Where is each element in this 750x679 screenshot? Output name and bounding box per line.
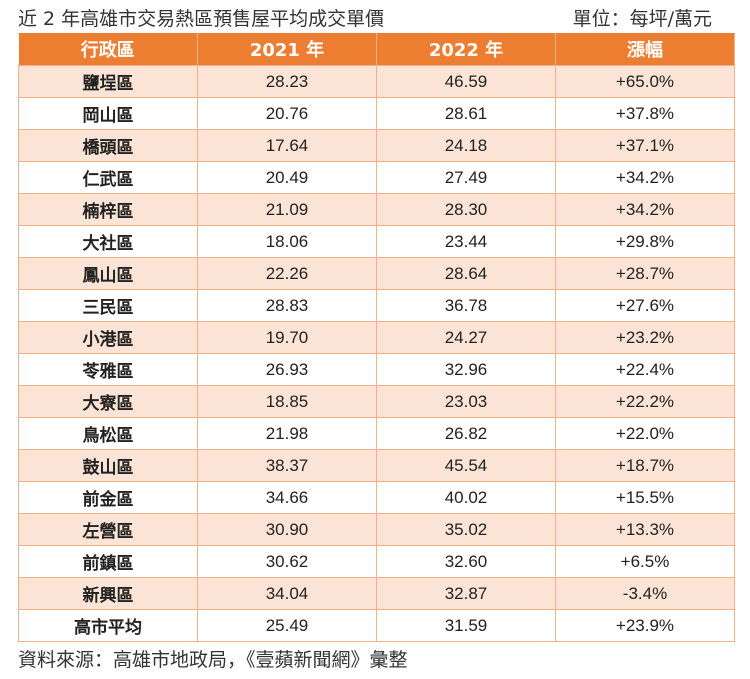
- cell-value-2022: 46.59: [376, 65, 556, 98]
- cell-district: 左營區: [18, 513, 198, 546]
- price-table: 行政區 2021 年 2022 年 漲幅 鹽埕區 28.23 46.59 +65.0%…: [18, 33, 735, 642]
- cell-value-2021: 22.26: [197, 257, 377, 290]
- source-note: 資料來源：高雄市地政局，《壹蘋新聞網》彙整: [18, 649, 408, 671]
- cell-change: +37.8%: [555, 97, 735, 130]
- cell-change: +22.0%: [555, 417, 735, 450]
- table-row: 苓雅區 26.93 32.96 +22.4%: [18, 353, 735, 386]
- cell-district: 前鎮區: [18, 545, 198, 578]
- header-row: 行政區 2021 年 2022 年 漲幅: [18, 33, 735, 66]
- cell-change: +34.2%: [555, 161, 735, 194]
- table-title: 近 2 年高雄市交易熱區預售屋平均成交單價: [18, 8, 385, 30]
- cell-value-2022: 24.18: [376, 129, 556, 162]
- table-row: 仁武區 20.49 27.49 +34.2%: [18, 161, 735, 194]
- cell-value-2022: 35.02: [376, 513, 556, 546]
- cell-value-2021: 20.49: [197, 161, 377, 194]
- cell-value-2021: 21.98: [197, 417, 377, 450]
- cell-value-2021: 34.04: [197, 577, 377, 610]
- table-row: 前鎮區 30.62 32.60 +6.5%: [18, 545, 735, 578]
- cell-change: +18.7%: [555, 449, 735, 482]
- cell-value-2021: 18.85: [197, 385, 377, 418]
- table-row: 鼓山區 38.37 45.54 +18.7%: [18, 449, 735, 482]
- cell-value-2022: 45.54: [376, 449, 556, 482]
- table-row: 新興區 34.04 32.87 -3.4%: [18, 577, 735, 610]
- table-row: 鹽埕區 28.23 46.59 +65.0%: [18, 65, 735, 98]
- cell-value-2022: 32.96: [376, 353, 556, 386]
- table-row: 小港區 19.70 24.27 +23.2%: [18, 321, 735, 354]
- cell-change: +34.2%: [555, 193, 735, 226]
- cell-change: -3.4%: [555, 577, 735, 610]
- cell-district: 鼓山區: [18, 449, 198, 482]
- header-2022: 2022 年: [376, 33, 556, 66]
- cell-value-2022: 32.87: [376, 577, 556, 610]
- table-row: 左營區 30.90 35.02 +13.3%: [18, 513, 735, 546]
- cell-value-2021: 25.49: [197, 609, 377, 642]
- cell-value-2022: 40.02: [376, 481, 556, 514]
- cell-value-2021: 21.09: [197, 193, 377, 226]
- cell-district: 鳳山區: [18, 257, 198, 290]
- cell-district: 楠梓區: [18, 193, 198, 226]
- table-row: 前金區 34.66 40.02 +15.5%: [18, 481, 735, 514]
- table-row: 大寮區 18.85 23.03 +22.2%: [18, 385, 735, 418]
- cell-value-2021: 38.37: [197, 449, 377, 482]
- cell-value-2021: 30.62: [197, 545, 377, 578]
- cell-district: 苓雅區: [18, 353, 198, 386]
- table-row: 大社區 18.06 23.44 +29.8%: [18, 225, 735, 258]
- cell-value-2022: 26.82: [376, 417, 556, 450]
- header-district: 行政區: [18, 33, 198, 66]
- cell-district: 仁武區: [18, 161, 198, 194]
- cell-district: 小港區: [18, 321, 198, 354]
- cell-value-2021: 28.23: [197, 65, 377, 98]
- cell-change: +13.3%: [555, 513, 735, 546]
- table-row: 鳳山區 22.26 28.64 +28.7%: [18, 257, 735, 290]
- cell-district: 新興區: [18, 577, 198, 610]
- table-row: 三民區 28.83 36.78 +27.6%: [18, 289, 735, 322]
- cell-value-2021: 20.76: [197, 97, 377, 130]
- cell-change: +23.2%: [555, 321, 735, 354]
- cell-district: 三民區: [18, 289, 198, 322]
- cell-change: +15.5%: [555, 481, 735, 514]
- cell-district: 高市平均: [18, 609, 198, 642]
- table-row: 鳥松區 21.98 26.82 +22.0%: [18, 417, 735, 450]
- cell-change: +29.8%: [555, 225, 735, 258]
- table-row: 岡山區 20.76 28.61 +37.8%: [18, 97, 735, 130]
- cell-value-2022: 23.44: [376, 225, 556, 258]
- cell-value-2021: 17.64: [197, 129, 377, 162]
- cell-district: 鹽埕區: [18, 65, 198, 98]
- cell-value-2021: 26.93: [197, 353, 377, 386]
- cell-change: +27.6%: [555, 289, 735, 322]
- cell-district: 大社區: [18, 225, 198, 258]
- table-row: 橋頭區 17.64 24.18 +37.1%: [18, 129, 735, 162]
- cell-value-2022: 36.78: [376, 289, 556, 322]
- cell-change: +65.0%: [555, 65, 735, 98]
- cell-value-2022: 31.59: [376, 609, 556, 642]
- cell-value-2021: 34.66: [197, 481, 377, 514]
- cell-value-2022: 27.49: [376, 161, 556, 194]
- cell-district: 鳥松區: [18, 417, 198, 450]
- cell-value-2022: 28.64: [376, 257, 556, 290]
- table-row: 高市平均 25.49 31.59 +23.9%: [18, 609, 735, 642]
- cell-value-2021: 30.90: [197, 513, 377, 546]
- cell-change: +6.5%: [555, 545, 735, 578]
- cell-change: +23.9%: [555, 609, 735, 642]
- unit-label: 單位：每坪/萬元: [572, 8, 712, 30]
- cell-value-2022: 32.60: [376, 545, 556, 578]
- cell-district: 前金區: [18, 481, 198, 514]
- cell-value-2021: 28.83: [197, 289, 377, 322]
- cell-change: +22.2%: [555, 385, 735, 418]
- table-row: 楠梓區 21.09 28.30 +34.2%: [18, 193, 735, 226]
- header-2021: 2021 年: [197, 33, 377, 66]
- cell-district: 橋頭區: [18, 129, 198, 162]
- cell-value-2022: 23.03: [376, 385, 556, 418]
- cell-value-2022: 28.30: [376, 193, 556, 226]
- cell-district: 岡山區: [18, 97, 198, 130]
- cell-value-2021: 18.06: [197, 225, 377, 258]
- header-change: 漲幅: [555, 33, 735, 66]
- cell-change: +37.1%: [555, 129, 735, 162]
- cell-change: +22.4%: [555, 353, 735, 386]
- cell-district: 大寮區: [18, 385, 198, 418]
- cell-value-2022: 24.27: [376, 321, 556, 354]
- cell-value-2022: 28.61: [376, 97, 556, 130]
- cell-change: +28.7%: [555, 257, 735, 290]
- cell-value-2021: 19.70: [197, 321, 377, 354]
